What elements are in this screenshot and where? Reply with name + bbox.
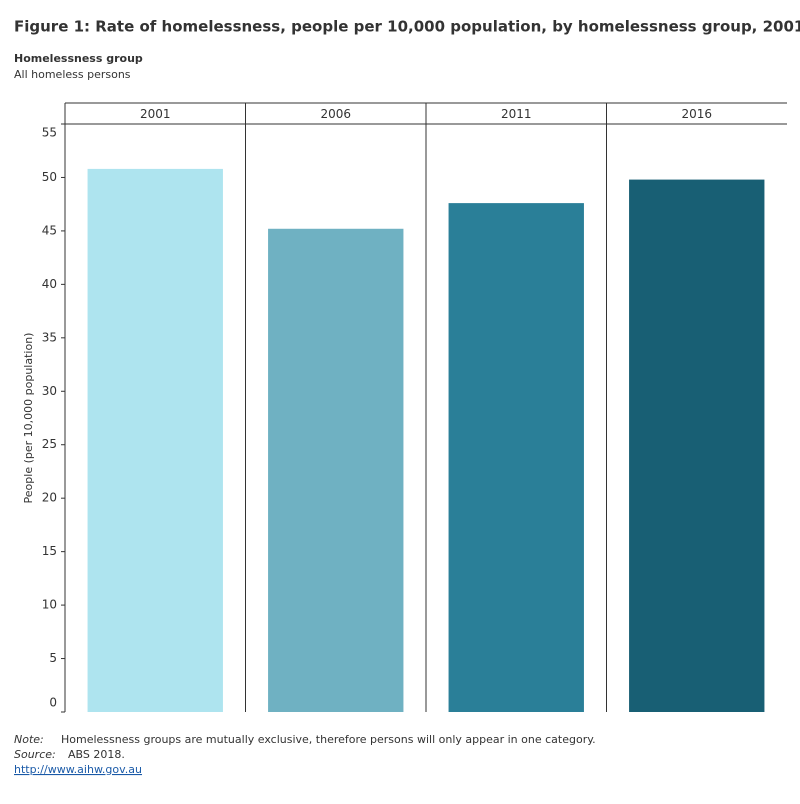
bar <box>448 203 584 712</box>
source: ABS 2018. <box>68 748 125 761</box>
y-tick-label: 30 <box>42 384 57 398</box>
y-tick-label: 5 <box>49 651 57 665</box>
y-tick-label: 50 <box>42 170 57 184</box>
y-tick-label: 10 <box>42 598 57 612</box>
filter-label: Homelessness group <box>14 52 143 65</box>
y-tick-label: 25 <box>42 437 57 451</box>
y-tick-label: 15 <box>42 544 57 558</box>
y-tick-label: 20 <box>42 491 57 505</box>
y-axis-label: People (per 10,000 population) <box>22 333 35 504</box>
y-tick-label: 45 <box>42 223 57 237</box>
bar <box>268 228 404 712</box>
filter-value: All homeless persons <box>14 68 131 81</box>
note-label: Note: <box>14 733 44 746</box>
column-header: 2006 <box>320 107 351 121</box>
column-header: 2011 <box>501 107 532 121</box>
chart-title: Figure 1: Rate of homelessness, people p… <box>14 18 800 36</box>
y-tick-label: 40 <box>42 277 57 291</box>
link[interactable]: http://www.aihw.gov.au <box>14 763 142 776</box>
source-label: Source: <box>14 748 56 761</box>
y-tick-label: 55 <box>42 126 57 140</box>
y-tick-label: 35 <box>42 330 57 344</box>
bar <box>629 179 765 713</box>
column-header: 2001 <box>140 107 171 121</box>
note: Homelessness groups are mutually exclusi… <box>61 733 596 746</box>
column-header: 2016 <box>681 107 712 121</box>
bar <box>87 168 223 712</box>
y-tick-label: 0 <box>49 696 57 710</box>
